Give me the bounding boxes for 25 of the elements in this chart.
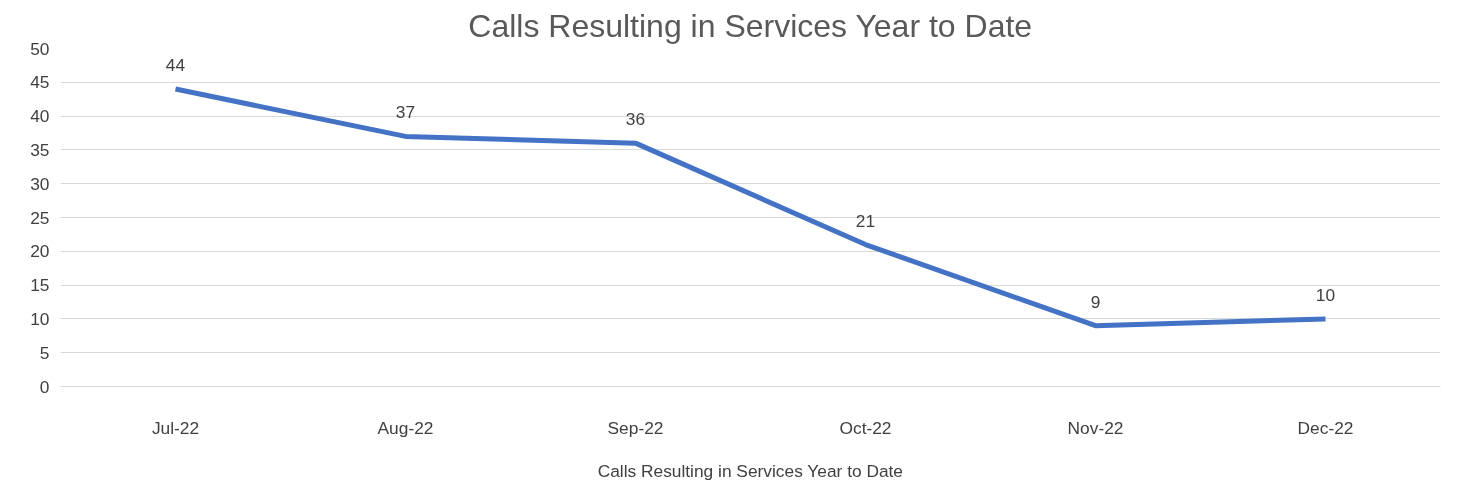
data-label: 10 xyxy=(1315,284,1336,305)
y-tick-label: 0 xyxy=(39,376,50,397)
x-tick-label: Oct-22 xyxy=(839,417,892,438)
y-tick-label: 20 xyxy=(30,241,50,262)
y-tick-label: 50 xyxy=(30,38,50,59)
y-tick-label: 30 xyxy=(30,173,50,194)
y-tick-label: 5 xyxy=(39,342,50,363)
data-label: 37 xyxy=(395,102,416,123)
y-tick-label: 35 xyxy=(30,139,50,160)
chart-title: Calls Resulting in Services Year to Date xyxy=(468,7,1033,44)
x-tick-label: Sep-22 xyxy=(607,417,664,438)
x-tick-label: Jul-22 xyxy=(151,417,200,438)
data-label: 44 xyxy=(165,55,186,76)
y-tick-label: 10 xyxy=(30,308,50,329)
y-tick-label: 45 xyxy=(30,72,50,93)
x-tick-label: Aug-22 xyxy=(377,417,434,438)
data-label: 36 xyxy=(625,109,646,130)
x-tick-label: Dec-22 xyxy=(1297,417,1354,438)
y-tick-label: 40 xyxy=(30,106,50,127)
x-tick-label: Nov-22 xyxy=(1067,417,1124,438)
y-tick-label: 15 xyxy=(30,275,50,296)
data-label: 21 xyxy=(855,210,876,231)
y-tick-label: 25 xyxy=(30,207,50,228)
x-axis-title: Calls Resulting in Services Year to Date xyxy=(597,460,904,481)
data-label: 9 xyxy=(1090,291,1101,312)
